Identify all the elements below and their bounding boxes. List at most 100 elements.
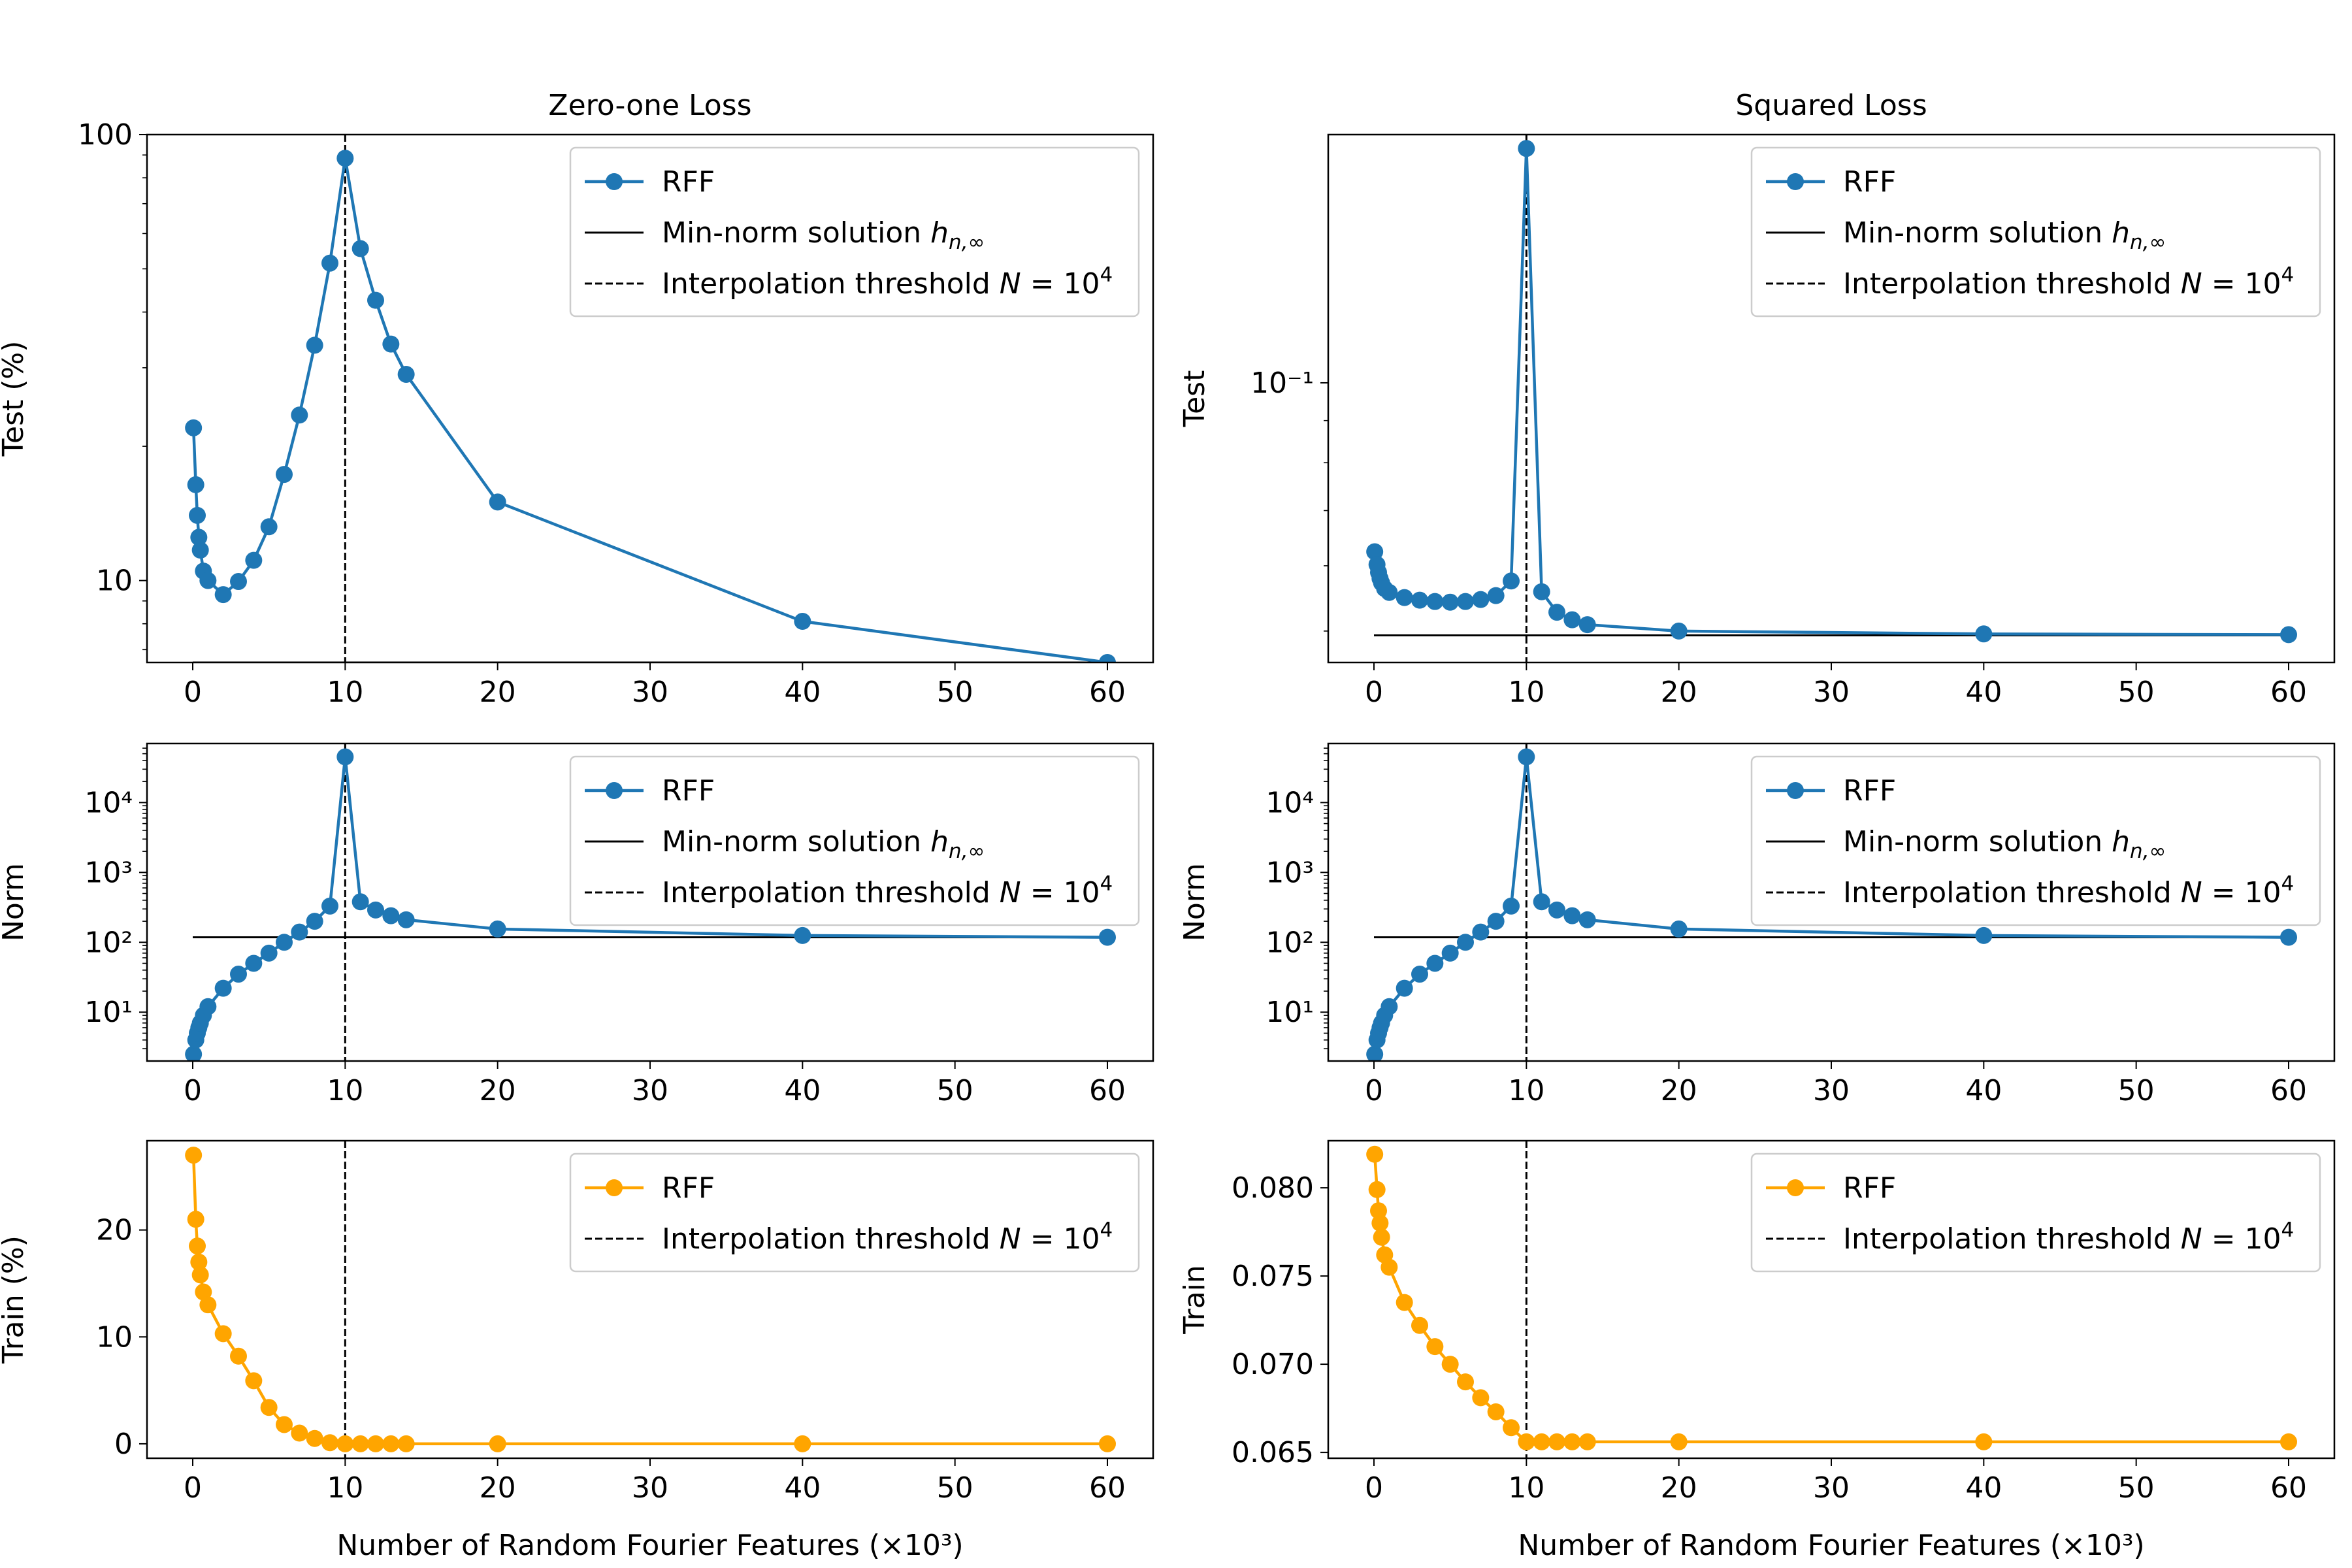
rff-point: [189, 506, 206, 524]
rff-point: [1441, 1356, 1459, 1373]
x-tick-label: 30: [1813, 676, 1850, 709]
x-tick-label: 40: [784, 1471, 821, 1505]
x-tick-label: 20: [480, 1471, 516, 1505]
rff-point: [185, 419, 203, 436]
chart-squared-test: Squared Loss Test 0 10 20 30 40 50 60 10⁻¹ RFF Min-…: [1178, 89, 2336, 709]
rff-point: [1518, 748, 1535, 766]
y-tick-label: 10²: [1266, 926, 1314, 959]
rff-point: [1396, 589, 1413, 606]
rff-point: [245, 1372, 263, 1390]
plot-area: [1366, 743, 2297, 1061]
rff-point: [1548, 901, 1565, 919]
rff-point: [189, 1237, 206, 1255]
legend-marker-rff: [1787, 782, 1804, 799]
x-tick-label: 10: [1508, 1074, 1544, 1107]
x-axis-label: Number of Random Fourier Features (×10³): [1518, 1529, 2144, 1562]
chart-zero-one-norm: Norm 0 10 20 30 40 50 60 10¹ 10² 10³ 10⁴ RFF Min-norm…: [0, 742, 1154, 1107]
rff-point: [1457, 593, 1474, 610]
rff-point: [199, 1296, 217, 1314]
plot-area: [185, 135, 1116, 662]
y-axis-label: Train: [1178, 1265, 1211, 1335]
y-tick-label: 20: [96, 1214, 133, 1247]
x-tick-label: 60: [1089, 1471, 1126, 1505]
rff-point: [195, 1283, 212, 1301]
rff-point: [321, 254, 338, 272]
x-tick-label: 0: [1365, 1074, 1383, 1107]
chart-title: Zero-one Loss: [548, 89, 751, 122]
y-tick-label: 10: [96, 1320, 133, 1354]
rff-point: [185, 1045, 203, 1061]
rff-point: [1099, 928, 1116, 946]
rff-point: [1366, 543, 1384, 561]
x-tick-label: 30: [632, 676, 668, 709]
rff-point: [1441, 593, 1459, 611]
y-tick-label: 0.070: [1232, 1348, 1314, 1381]
rff-point: [1472, 1389, 1490, 1407]
rff-point: [185, 1147, 203, 1164]
legend-label-rff: RFF: [662, 165, 715, 199]
rff-point: [1368, 1181, 1386, 1198]
x-tick-label: 60: [2270, 1074, 2307, 1107]
rff-point: [1457, 1373, 1474, 1391]
rff-point: [291, 1424, 308, 1442]
rff-point: [1548, 1433, 1565, 1450]
rff-point: [191, 1266, 209, 1284]
rff-point: [1396, 1294, 1413, 1311]
x-tick-label: 50: [937, 1471, 973, 1505]
rff-point: [187, 476, 204, 493]
rff-point: [1563, 1433, 1581, 1450]
y-tick-label: 10³: [84, 856, 133, 889]
legend-marker-rff: [1787, 1179, 1804, 1196]
rff-point: [1533, 893, 1550, 911]
rff-point: [187, 1211, 204, 1228]
x-tick-label: 30: [632, 1074, 668, 1107]
axes-frame: [146, 133, 1154, 664]
rff-point: [1099, 654, 1116, 662]
legend-label-rff: RFF: [1843, 1171, 1896, 1205]
x-tick-label: 60: [2270, 1471, 2307, 1505]
rff-point: [1411, 1316, 1428, 1334]
rff-point: [2280, 1433, 2297, 1450]
rff-point: [214, 1325, 232, 1343]
x-tick-label: 50: [2118, 1074, 2155, 1107]
x-tick-label: 30: [632, 1471, 668, 1505]
rff-point: [276, 934, 293, 951]
legend-label-rff: RFF: [1843, 774, 1896, 808]
rff-point: [245, 955, 263, 972]
legend-label-rff: RFF: [1843, 165, 1896, 199]
rff-point: [1472, 923, 1490, 941]
plot-area: [185, 743, 1116, 1061]
rff-point: [230, 1347, 247, 1365]
y-tick-label: 10⁻¹: [1250, 367, 1314, 400]
rff-point: [1366, 1045, 1384, 1061]
x-tick-label: 50: [937, 676, 973, 709]
chart-zero-one-test: Zero-one Loss Test (%) 0 10 20 30 40 50 60 10 100 R…: [0, 89, 1154, 709]
legend-frame: [1750, 146, 2321, 318]
legend-label-rff: RFF: [662, 1171, 715, 1205]
rff-point: [214, 979, 232, 997]
rff-point: [1563, 611, 1581, 629]
rff-point: [214, 586, 232, 604]
x-tick-label: 50: [2118, 676, 2155, 709]
rff-point: [1503, 1419, 1520, 1437]
rff-point: [1533, 1433, 1550, 1450]
rff-point: [1975, 926, 1993, 944]
legend: RFF Min-norm solution hn,∞ Interpolation t…: [569, 146, 1140, 318]
rff-point: [199, 572, 217, 589]
x-tick-label: 60: [2270, 676, 2307, 709]
rff-point: [1670, 1433, 1688, 1450]
y-tick-label: 10⁴: [84, 786, 133, 819]
rff-point: [291, 923, 308, 941]
rff-point: [1578, 911, 1596, 928]
x-tick-label: 0: [184, 1471, 202, 1505]
x-tick-label: 10: [1508, 1471, 1544, 1505]
legend-label-threshold: Interpolation threshold N = 104: [1843, 1218, 2294, 1256]
rff-point: [367, 1435, 384, 1452]
rff-point: [321, 1434, 338, 1452]
rff-point: [276, 1416, 293, 1433]
rff-point: [382, 335, 400, 353]
rff-point: [1426, 1338, 1444, 1356]
legend-frame: [1750, 755, 2321, 926]
rff-point: [230, 573, 247, 591]
axes-frame: [146, 1139, 1154, 1460]
